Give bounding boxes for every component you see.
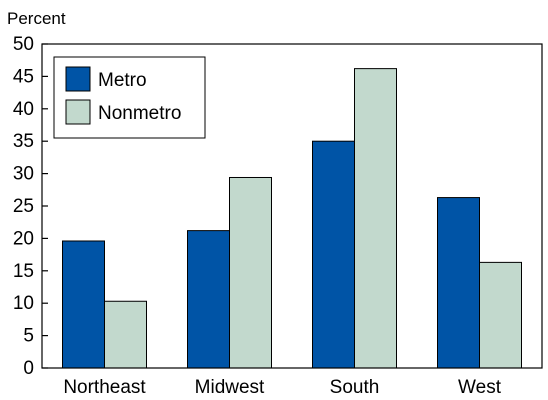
- y-axis: 0 5 10 15 20 25 30 35 40 45 50: [13, 34, 48, 379]
- bar-nonmetro-south: [354, 68, 397, 369]
- legend: Metro Nonmetro: [53, 56, 206, 139]
- legend-swatch-nonmetro: [65, 99, 91, 125]
- x-category-label: South: [330, 377, 380, 398]
- y-tick-label: 20: [13, 228, 34, 249]
- y-axis-label: Percent: [7, 9, 66, 28]
- x-category-label: Midwest: [195, 377, 265, 398]
- x-axis: Northeast Midwest South West: [63, 377, 501, 398]
- bar-metro-south: [312, 140, 355, 369]
- plot-frame: [41, 43, 543, 369]
- y-tick-label: 45: [13, 66, 34, 87]
- y-tick-label: 35: [13, 131, 34, 152]
- bars-group: [62, 68, 522, 369]
- bar-metro-west: [437, 197, 480, 369]
- bar-metro-midwest: [187, 230, 230, 369]
- x-category-label: Northeast: [63, 377, 146, 398]
- y-tick-label: 50: [13, 34, 34, 55]
- legend-label-metro: Metro: [98, 70, 147, 91]
- y-tick-label: 40: [13, 99, 34, 120]
- bar-nonmetro-west: [479, 261, 522, 369]
- y-tick-label: 0: [23, 358, 34, 379]
- y-tick-label: 5: [23, 326, 34, 347]
- legend-swatch-metro: [65, 66, 91, 92]
- legend-label-nonmetro: Nonmetro: [98, 103, 181, 124]
- y-tick-label: 10: [13, 293, 34, 314]
- y-tick-label: 25: [13, 196, 34, 217]
- x-category-label: West: [458, 377, 502, 398]
- y-tick-label: 15: [13, 261, 34, 282]
- bar-nonmetro-midwest: [229, 176, 272, 369]
- y-tick-label: 30: [13, 164, 34, 185]
- bar-metro-northeast: [62, 240, 105, 369]
- bar-nonmetro-northeast: [104, 300, 147, 369]
